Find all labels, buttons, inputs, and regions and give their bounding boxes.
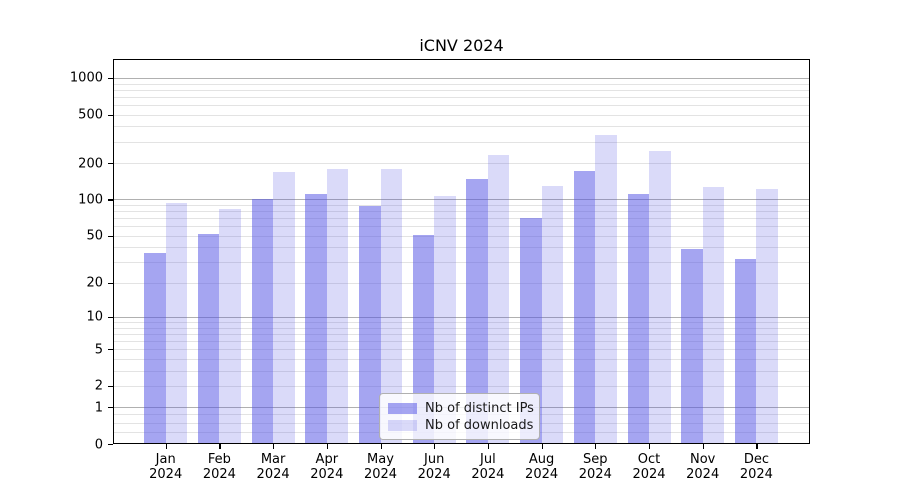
bar-ips-feb (197, 233, 220, 444)
x-tick-label: Jan 2024 (149, 452, 183, 482)
x-tick-mark (541, 444, 543, 449)
bar-ips-jun (412, 234, 435, 444)
x-tick-label: Dec 2024 (739, 452, 773, 482)
x-tick-label: Sep 2024 (578, 452, 612, 482)
gridline-minor (113, 204, 810, 206)
y-tick-label: 200 (78, 156, 103, 171)
y-tick-label: 0 (94, 437, 103, 452)
bar-downloads-jan (165, 202, 188, 444)
bar-downloads-oct (649, 150, 671, 444)
bar-downloads-jul (487, 154, 510, 444)
gridline-minor (113, 247, 810, 249)
gridline-minor (113, 385, 810, 387)
x-tick-mark (756, 444, 758, 449)
gridline-minor (113, 349, 810, 351)
gridline-minor (113, 211, 810, 213)
bar-downloads-aug (541, 186, 564, 444)
y-tick-label: 1000 (69, 70, 103, 86)
gridline-minor (113, 141, 810, 143)
y-tick-label: 10 (86, 309, 103, 325)
gridline-minor (113, 83, 810, 85)
gridline-minor (113, 96, 810, 98)
bar-downloads-apr (326, 169, 349, 444)
bar-ips-aug (520, 218, 542, 444)
bar-downloads-sep (595, 135, 617, 444)
bars-layer (113, 59, 810, 444)
legend-label: Nb of distinct IPs (425, 401, 534, 416)
bar-downloads-dec (756, 189, 778, 444)
bar-ips-jul (466, 178, 488, 444)
gridline-minor (113, 126, 810, 128)
gridline-minor (113, 235, 810, 237)
bar-downloads-may (380, 168, 402, 444)
bar-downloads-jun (434, 196, 456, 444)
bar-ips-dec (734, 258, 757, 444)
bar-downloads-mar (273, 172, 295, 444)
bar-ips-oct (627, 193, 649, 444)
gridline-major (113, 316, 810, 318)
bar-ips-sep (573, 170, 596, 444)
gridline-major (113, 77, 810, 79)
gridline-minor (113, 104, 810, 106)
x-tick-mark (219, 444, 221, 449)
gridline-major (113, 199, 810, 201)
bar-ips-may (359, 206, 381, 444)
x-tick-label: Nov 2024 (686, 452, 720, 482)
x-tick-label: Jun 2024 (417, 452, 451, 482)
x-tick-mark (649, 444, 651, 449)
y-tick-label: 500 (78, 107, 103, 123)
gridline-minor (113, 358, 810, 360)
grid-layer (113, 59, 810, 444)
legend-row: Nb of distinct IPs (388, 400, 534, 417)
x-tick-label: Jul 2024 (471, 452, 505, 482)
gridline-minor (113, 370, 810, 372)
bar-ips-nov (681, 248, 703, 444)
y-tick-label: 50 (86, 228, 103, 244)
legend-label: Nb of downloads (425, 418, 534, 433)
legend-row: Nb of downloads (388, 417, 533, 434)
gridline-minor (113, 327, 810, 329)
gridline-minor (113, 114, 810, 116)
y-tick-label: 20 (86, 275, 103, 291)
bar-ips-mar (251, 199, 274, 444)
plot-area: Nb of distinct IPs Nb of downloads (113, 59, 810, 444)
gridline-minor (113, 333, 810, 335)
x-tick-label: Aug 2024 (525, 452, 559, 482)
x-tick-mark (326, 444, 328, 449)
y-tick-mark (108, 444, 113, 446)
y-tick-label: 5 (94, 342, 103, 358)
x-tick-mark (702, 444, 704, 449)
x-tick-label: Oct 2024 (632, 452, 666, 482)
x-tick-mark (595, 444, 597, 449)
x-tick-mark (165, 444, 167, 449)
x-tick-label: May 2024 (363, 452, 398, 482)
bar-downloads-feb (219, 209, 241, 444)
bar-ips-apr (305, 193, 327, 444)
legend-swatch-ips (388, 403, 417, 414)
gridline-minor (113, 218, 810, 220)
gridline-minor (113, 89, 810, 91)
legend-swatch-downloads (388, 420, 417, 431)
x-tick-mark (273, 444, 275, 449)
bar-ips-jan (144, 252, 166, 444)
x-tick-label: Apr 2024 (310, 452, 344, 482)
gridline-minor (113, 340, 810, 342)
chart-title: iCNV 2024 (419, 36, 504, 55)
x-tick-mark (434, 444, 436, 449)
x-tick-mark (487, 444, 490, 449)
x-tick-label: Feb 2024 (202, 452, 236, 482)
gridline-minor (113, 322, 810, 323)
gridline-minor (113, 226, 810, 228)
y-tick-label: 1 (94, 400, 103, 416)
gridline-minor (113, 282, 810, 284)
legend: Nb of distinct IPs Nb of downloads (379, 393, 540, 440)
gridline-minor (113, 163, 810, 164)
x-tick-mark (380, 444, 382, 449)
gridline-minor (113, 262, 810, 264)
x-tick-label: Mar 2024 (256, 452, 290, 482)
y-tick-label: 2 (94, 378, 103, 394)
y-tick-label: 100 (78, 192, 103, 208)
bar-downloads-nov (702, 186, 725, 444)
